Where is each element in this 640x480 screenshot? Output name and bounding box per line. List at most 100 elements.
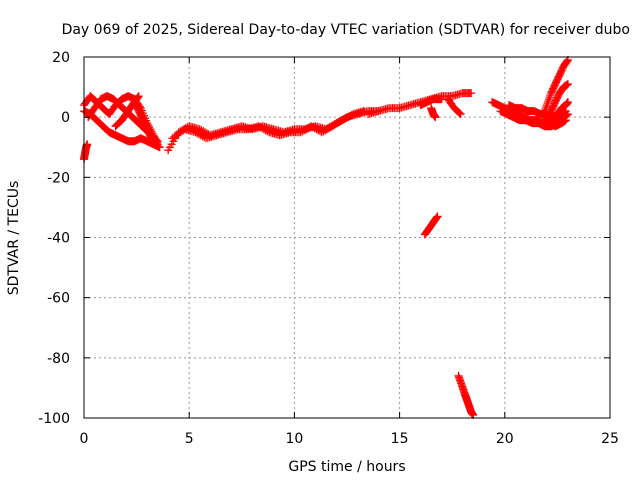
data-point <box>433 212 442 221</box>
data-point <box>335 118 344 127</box>
data-point <box>199 127 208 136</box>
data-point <box>563 98 572 107</box>
data-point <box>340 115 349 124</box>
data-point <box>153 137 162 146</box>
data-point <box>152 136 161 145</box>
data-point <box>333 119 342 128</box>
data-point <box>323 125 332 134</box>
data-point <box>134 92 143 101</box>
x-tick-label: 25 <box>601 431 619 447</box>
series-arc-16-17h-b <box>416 95 446 110</box>
data-point <box>296 128 305 137</box>
series-arc-22-23h-rise-c <box>549 98 572 125</box>
data-point <box>193 129 202 138</box>
data-point <box>261 126 270 135</box>
data-point <box>467 89 476 98</box>
data-point <box>300 126 309 135</box>
data-point <box>328 122 337 131</box>
data-point <box>330 121 339 130</box>
data-point <box>134 93 143 102</box>
y-tick-label: -60 <box>47 291 70 307</box>
data-point <box>326 123 335 132</box>
series-arc-17-18h-dip <box>443 95 465 119</box>
y-axis-label: SDTVAR / TECUs <box>6 181 22 296</box>
data-point <box>324 124 333 133</box>
y-tick-label: -80 <box>47 351 70 367</box>
data-point <box>195 125 204 134</box>
series-arc-22-23h-rise-b <box>542 80 572 125</box>
data-point <box>312 125 321 134</box>
data-point <box>563 57 572 66</box>
x-axis-label: GPS time / hours <box>288 459 405 475</box>
data-point <box>303 124 312 133</box>
data-point <box>195 130 204 139</box>
data-point <box>359 107 368 116</box>
data-point <box>342 114 351 123</box>
x-tick-label: 20 <box>496 431 514 447</box>
series-arc-0-3h-e <box>126 98 156 143</box>
x-tick-label: 10 <box>285 431 303 447</box>
series-arc-early-left <box>80 140 92 164</box>
series-arc-17.8-18.5h-neg <box>454 371 478 419</box>
data-point <box>256 123 265 132</box>
data-point <box>146 132 155 141</box>
data-point <box>544 97 553 106</box>
series-arc-4-14h-b <box>168 107 368 143</box>
data-point <box>542 101 551 110</box>
data-point <box>337 117 346 126</box>
data-point <box>202 129 211 138</box>
data-point <box>562 58 571 67</box>
data-point <box>455 109 464 118</box>
data-point <box>310 124 319 133</box>
series-arc-21.5-23h-rise <box>538 56 572 122</box>
x-tick-label: 0 <box>80 431 89 447</box>
data-point <box>321 126 330 135</box>
data-point <box>301 125 310 134</box>
data-points <box>80 56 572 419</box>
data-point <box>200 128 209 137</box>
data-point <box>347 111 356 120</box>
data-point <box>308 123 317 132</box>
data-point <box>542 103 551 112</box>
data-point <box>317 128 326 137</box>
data-point <box>198 132 207 141</box>
series-arc-16.2-16.8h-neg <box>420 212 442 239</box>
data-point <box>345 112 354 121</box>
data-point <box>263 127 272 136</box>
data-point <box>331 120 340 129</box>
data-point <box>191 128 200 137</box>
data-point <box>563 110 572 119</box>
y-tick-label: 20 <box>52 50 70 66</box>
data-point <box>314 126 323 135</box>
data-point <box>543 99 552 108</box>
data-point <box>258 124 267 133</box>
data-point <box>456 110 465 119</box>
data-point <box>544 95 553 104</box>
data-point <box>254 122 263 131</box>
data-point <box>432 213 441 222</box>
data-point <box>147 134 156 143</box>
axis-ticks: 0 5 10 15 20 25 -100 -80 -60 -40 -20 0 20 <box>38 50 619 447</box>
data-point <box>563 80 572 89</box>
grid-lines <box>84 57 610 418</box>
data-point <box>259 125 268 134</box>
data-point <box>319 127 328 136</box>
data-point <box>155 143 164 152</box>
data-point <box>431 113 440 122</box>
data-point <box>545 93 554 102</box>
data-point <box>546 91 555 100</box>
data-point <box>298 127 307 136</box>
x-tick-label: 5 <box>185 431 194 447</box>
y-tick-label: -40 <box>47 231 70 247</box>
data-point <box>432 214 441 223</box>
chart-title: Day 069 of 2025, Sidereal Day-to-day VTE… <box>62 22 630 38</box>
data-point <box>344 113 353 122</box>
y-tick-label: 0 <box>61 110 70 126</box>
data-point <box>307 122 316 131</box>
y-tick-label: -20 <box>47 170 70 186</box>
series-arc-16.5-17h-dip <box>427 104 440 122</box>
series-arc-19.4-23h-b <box>496 107 568 131</box>
data-point <box>338 116 347 125</box>
series-arc-22.5-23h-short <box>555 110 572 125</box>
